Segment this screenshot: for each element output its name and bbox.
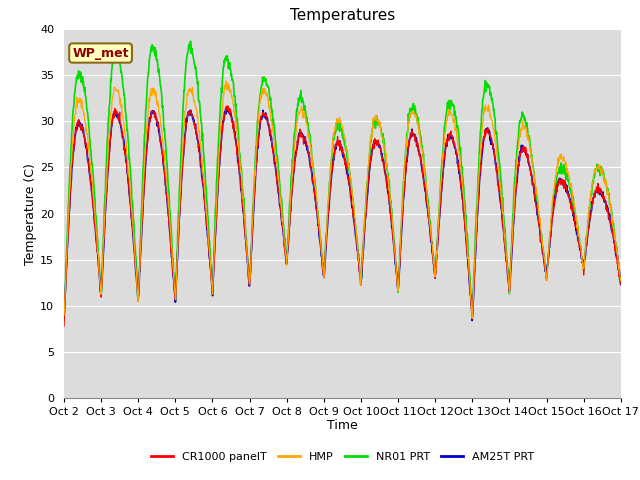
NR01 PRT [502,240,509,245]
HMP [170,283,178,288]
HMP [60,312,68,318]
HMP [246,263,254,269]
Line: HMP: HMP [64,81,621,319]
AM25T PRT [170,285,178,290]
HMP [468,316,476,322]
Title: Temperatures: Temperatures [290,9,395,24]
Y-axis label: Temperature (C): Temperature (C) [24,163,37,264]
NR01 PRT [187,38,195,44]
HMP [617,277,625,283]
CR1000 panelT [184,109,191,115]
Line: AM25T PRT: AM25T PRT [64,108,621,321]
NR01 PRT [60,318,68,324]
Legend: CR1000 panelT, HMP, NR01 PRT, AM25T PRT: CR1000 panelT, HMP, NR01 PRT, AM25T PRT [146,448,539,467]
AM25T PRT [223,105,231,111]
AM25T PRT [246,266,254,272]
NR01 PRT [246,269,254,275]
CR1000 panelT [502,250,509,256]
Line: CR1000 panelT: CR1000 panelT [64,106,621,326]
HMP [222,78,230,84]
CR1000 panelT [224,103,232,109]
HMP [502,252,510,258]
HMP [552,174,559,180]
CR1000 panelT [617,281,625,287]
X-axis label: Time: Time [327,419,358,432]
CR1000 panelT [60,323,68,329]
HMP [429,253,437,259]
Line: NR01 PRT: NR01 PRT [64,41,621,321]
NR01 PRT [184,49,191,55]
NR01 PRT [551,181,559,187]
AM25T PRT [184,111,191,117]
NR01 PRT [617,280,625,286]
CR1000 panelT [170,284,178,290]
HMP [184,92,191,98]
AM25T PRT [552,195,559,201]
AM25T PRT [60,314,68,320]
CR1000 panelT [429,256,437,262]
CR1000 panelT [551,196,559,202]
Text: WP_met: WP_met [72,47,129,60]
NR01 PRT [170,284,178,290]
AM25T PRT [617,282,625,288]
AM25T PRT [468,318,476,324]
CR1000 panelT [246,273,254,278]
AM25T PRT [502,258,510,264]
AM25T PRT [429,256,437,262]
NR01 PRT [429,252,437,258]
